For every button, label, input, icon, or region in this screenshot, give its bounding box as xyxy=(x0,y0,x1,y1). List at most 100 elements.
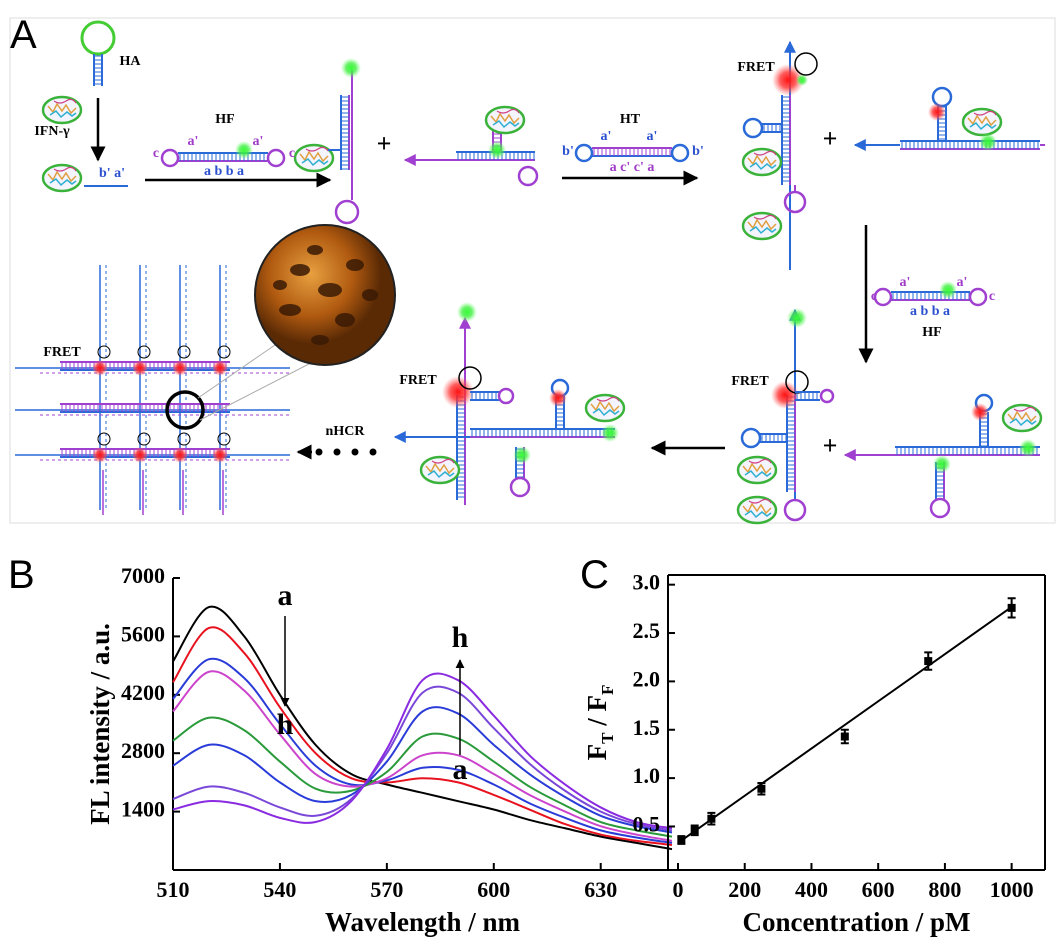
hairpin-loop xyxy=(97,432,111,446)
green-fluorophore xyxy=(601,424,619,442)
protein-chain xyxy=(596,396,620,402)
protein xyxy=(293,143,335,173)
afm-pore xyxy=(318,283,342,297)
protein-chain xyxy=(748,458,772,464)
hairpin-loop xyxy=(177,432,191,446)
protein xyxy=(736,495,778,525)
hairpin-loop xyxy=(819,388,835,404)
afm-pore xyxy=(307,245,323,255)
hairpin-loop xyxy=(740,427,762,449)
y-tick-label: 4200 xyxy=(121,680,165,705)
green-fluorophore xyxy=(235,141,253,159)
protein-chain xyxy=(49,178,77,187)
green-fluorophore xyxy=(341,58,361,78)
protein-chain xyxy=(492,120,520,129)
protein-chain xyxy=(53,166,77,172)
label: IFN-γ xyxy=(34,124,70,139)
protein xyxy=(1001,403,1043,433)
hairpin-loop xyxy=(742,117,764,139)
red-fluorophore xyxy=(928,103,946,121)
hairpin-loop xyxy=(509,476,531,498)
protein-chain xyxy=(747,218,777,231)
label: HT xyxy=(620,112,641,127)
dot xyxy=(333,448,341,456)
hairpin-loop xyxy=(794,52,818,76)
x-tick-label: 0 xyxy=(673,877,684,902)
green-fluorophore xyxy=(488,141,506,159)
protein-chain xyxy=(305,146,329,152)
protein-chain xyxy=(49,110,77,119)
protein-chain xyxy=(748,498,772,504)
plus: + xyxy=(823,124,838,153)
label: a' xyxy=(253,134,264,149)
x-tick-label: 600 xyxy=(862,877,895,902)
x-tick-label: 570 xyxy=(370,877,403,902)
label: FRET xyxy=(399,373,437,388)
protein xyxy=(419,455,461,485)
y-tick-label: 1.0 xyxy=(633,763,661,788)
hairpin-loop xyxy=(929,497,951,519)
protein-chain xyxy=(301,158,329,167)
red-fluorophore xyxy=(212,447,228,463)
protein xyxy=(584,393,626,423)
x-tick-label: 1000 xyxy=(990,877,1034,902)
label: b' xyxy=(692,144,704,159)
point xyxy=(924,657,933,666)
spectrum-line xyxy=(172,657,673,844)
point xyxy=(677,836,686,845)
hairpin-loop xyxy=(783,190,807,214)
protein-chain xyxy=(47,102,77,115)
hairpin-loop xyxy=(873,287,893,307)
label: HA xyxy=(120,54,142,69)
spectrum-line xyxy=(172,670,673,842)
protein xyxy=(741,211,783,241)
afm-pore xyxy=(290,264,310,276)
hairpin-loop xyxy=(968,287,988,307)
protein-chain xyxy=(753,150,777,156)
afm-pore xyxy=(335,313,355,327)
protein xyxy=(961,107,1003,137)
y-axis-title-part: F xyxy=(582,744,612,761)
afm-pore xyxy=(311,335,329,345)
label: a c' c' a xyxy=(610,160,655,175)
label: FRET xyxy=(43,345,81,360)
label: a b b a xyxy=(910,304,950,319)
protein-chain xyxy=(742,502,772,515)
hairpin-loop xyxy=(334,199,360,225)
red-fluorophore xyxy=(172,447,188,463)
green-fluorophore xyxy=(1019,439,1037,457)
hairpin-loop xyxy=(137,345,151,359)
x-axis-title: Concentration / pM xyxy=(743,907,971,937)
y-tick-label: 1400 xyxy=(121,797,165,822)
afm-pore xyxy=(273,280,287,290)
protein-chain xyxy=(53,98,77,104)
y-axis-title: FL intensity / a.u. xyxy=(85,623,115,825)
protein-chain xyxy=(427,470,455,479)
spectrum-line xyxy=(172,716,673,838)
protein-chain xyxy=(47,170,77,183)
y-tick-label: 2800 xyxy=(121,738,165,763)
dot xyxy=(369,448,377,456)
protein xyxy=(41,95,83,125)
label: a' xyxy=(647,129,658,144)
point xyxy=(1007,603,1016,612)
y-tick-label: 5600 xyxy=(121,621,165,646)
protein xyxy=(736,455,778,485)
label: c xyxy=(989,289,995,304)
y-tick-label: 0.5 xyxy=(633,812,661,837)
label: c xyxy=(153,146,159,161)
hairpin-loop xyxy=(165,390,205,430)
dot xyxy=(351,448,359,456)
annotation: a xyxy=(278,579,293,612)
hairpin-loop xyxy=(266,148,286,168)
x-axis-title: Wavelength / nm xyxy=(325,907,521,937)
label: FRET xyxy=(737,60,775,75)
protein-chain xyxy=(747,154,777,167)
x-tick-label: 630 xyxy=(584,877,617,902)
x-tick-label: 800 xyxy=(928,877,961,902)
label: a' xyxy=(188,134,199,149)
red-fluorophore xyxy=(132,447,148,463)
hairpin-loop xyxy=(783,498,807,522)
annotation: h xyxy=(277,708,294,741)
